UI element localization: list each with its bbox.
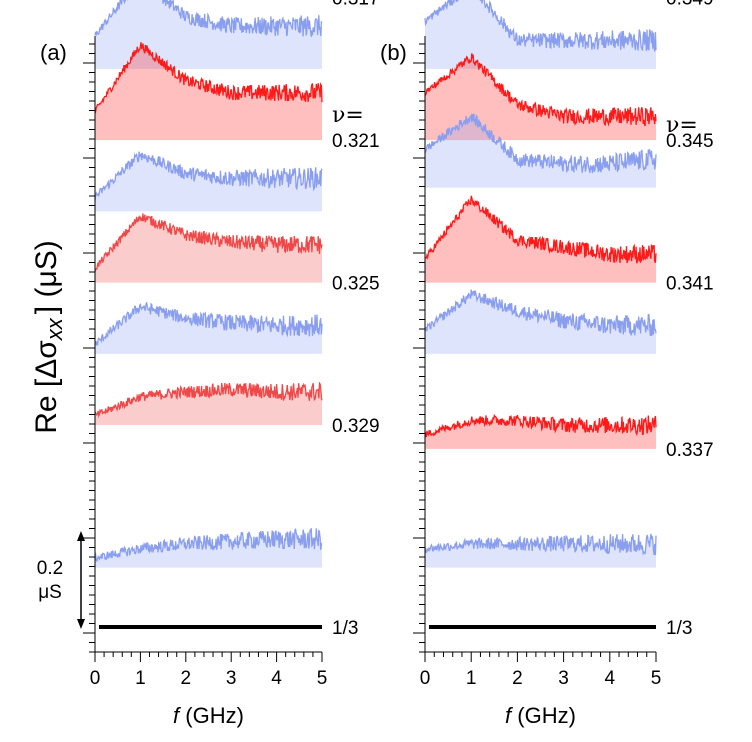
panel-a-label: (a) [40, 40, 67, 65]
panel-a-traces [94, 0, 323, 629]
filling-label: 0.325 [332, 274, 380, 295]
panel-a-x-ticks: 0 1 2 3 4 5 [90, 652, 328, 689]
x-tick-label: 2 [512, 668, 523, 689]
scale-bar: 0.2 μS [37, 531, 85, 629]
series-line [425, 195, 657, 264]
scale-bar-value: 0.2 [37, 558, 63, 579]
panel-a-nu-header: ν= [332, 103, 364, 128]
series-line [94, 213, 323, 272]
x-tick-label: 0 [90, 668, 101, 689]
series-fill [95, 151, 322, 212]
series-line [424, 533, 657, 556]
series-line [424, 113, 657, 174]
x-tick-label: 3 [558, 668, 569, 689]
panel-a-baseline-label: 1/3 [332, 618, 358, 639]
series-line [424, 53, 657, 127]
x-tick-label: 2 [181, 668, 192, 689]
panel-a-x-axis-label: f (GHz) [173, 703, 244, 728]
x-tick-label: 3 [226, 668, 237, 689]
filling-label: 0.329 [332, 416, 380, 437]
filling-label: 0.345 [666, 131, 714, 152]
panel-b-y-ticks [413, 43, 425, 653]
series-line [424, 413, 657, 438]
filling-label: 0.321 [332, 131, 380, 152]
series-line [424, 289, 657, 337]
filling-label: 0.317 [332, 0, 380, 10]
y-axis-label: Re [Δσxx] (μS) [30, 240, 67, 434]
x-tick-label: 4 [271, 668, 282, 689]
x-tick-label: 5 [317, 668, 328, 689]
series-line [94, 0, 323, 37]
filling-label: 0.349 [666, 0, 714, 10]
series-fill [95, 302, 322, 354]
panel-b-nu-header: ν= [666, 113, 698, 138]
panel-a-y-ticks [83, 43, 95, 653]
x-tick-label: 5 [651, 668, 662, 689]
series-line [94, 381, 323, 419]
series-fill [95, 213, 322, 283]
series-fill [425, 415, 656, 449]
panel-b-baseline-label: 1/3 [666, 618, 692, 639]
scale-bar-unit: μS [38, 582, 62, 603]
series-fill [425, 289, 656, 354]
series-line [424, 0, 657, 52]
series-fill [95, 42, 322, 141]
filling-label: 0.337 [666, 440, 714, 461]
series-fill [425, 195, 656, 283]
series-line [94, 151, 323, 201]
x-tick-label: 1 [135, 668, 146, 689]
scale-bar-arrow-top [77, 531, 85, 541]
scale-bar-arrow-bottom [77, 619, 85, 629]
series-fill [425, 53, 656, 141]
panel-b-x-axis-label: f (GHz) [505, 703, 576, 728]
series-line [94, 301, 323, 347]
filling-label: 0.341 [666, 274, 714, 295]
x-tick-label: 0 [420, 668, 431, 689]
series-fill [425, 533, 656, 568]
panel-b-label: (b) [380, 40, 407, 65]
series-line [94, 42, 323, 114]
panel-b-traces [424, 0, 657, 629]
series-fill [95, 0, 322, 69]
x-tick-label: 4 [605, 668, 616, 689]
panel-b-x-ticks: 0 1 2 3 4 5 [420, 652, 662, 689]
x-tick-label: 1 [466, 668, 477, 689]
series-line [94, 528, 323, 563]
